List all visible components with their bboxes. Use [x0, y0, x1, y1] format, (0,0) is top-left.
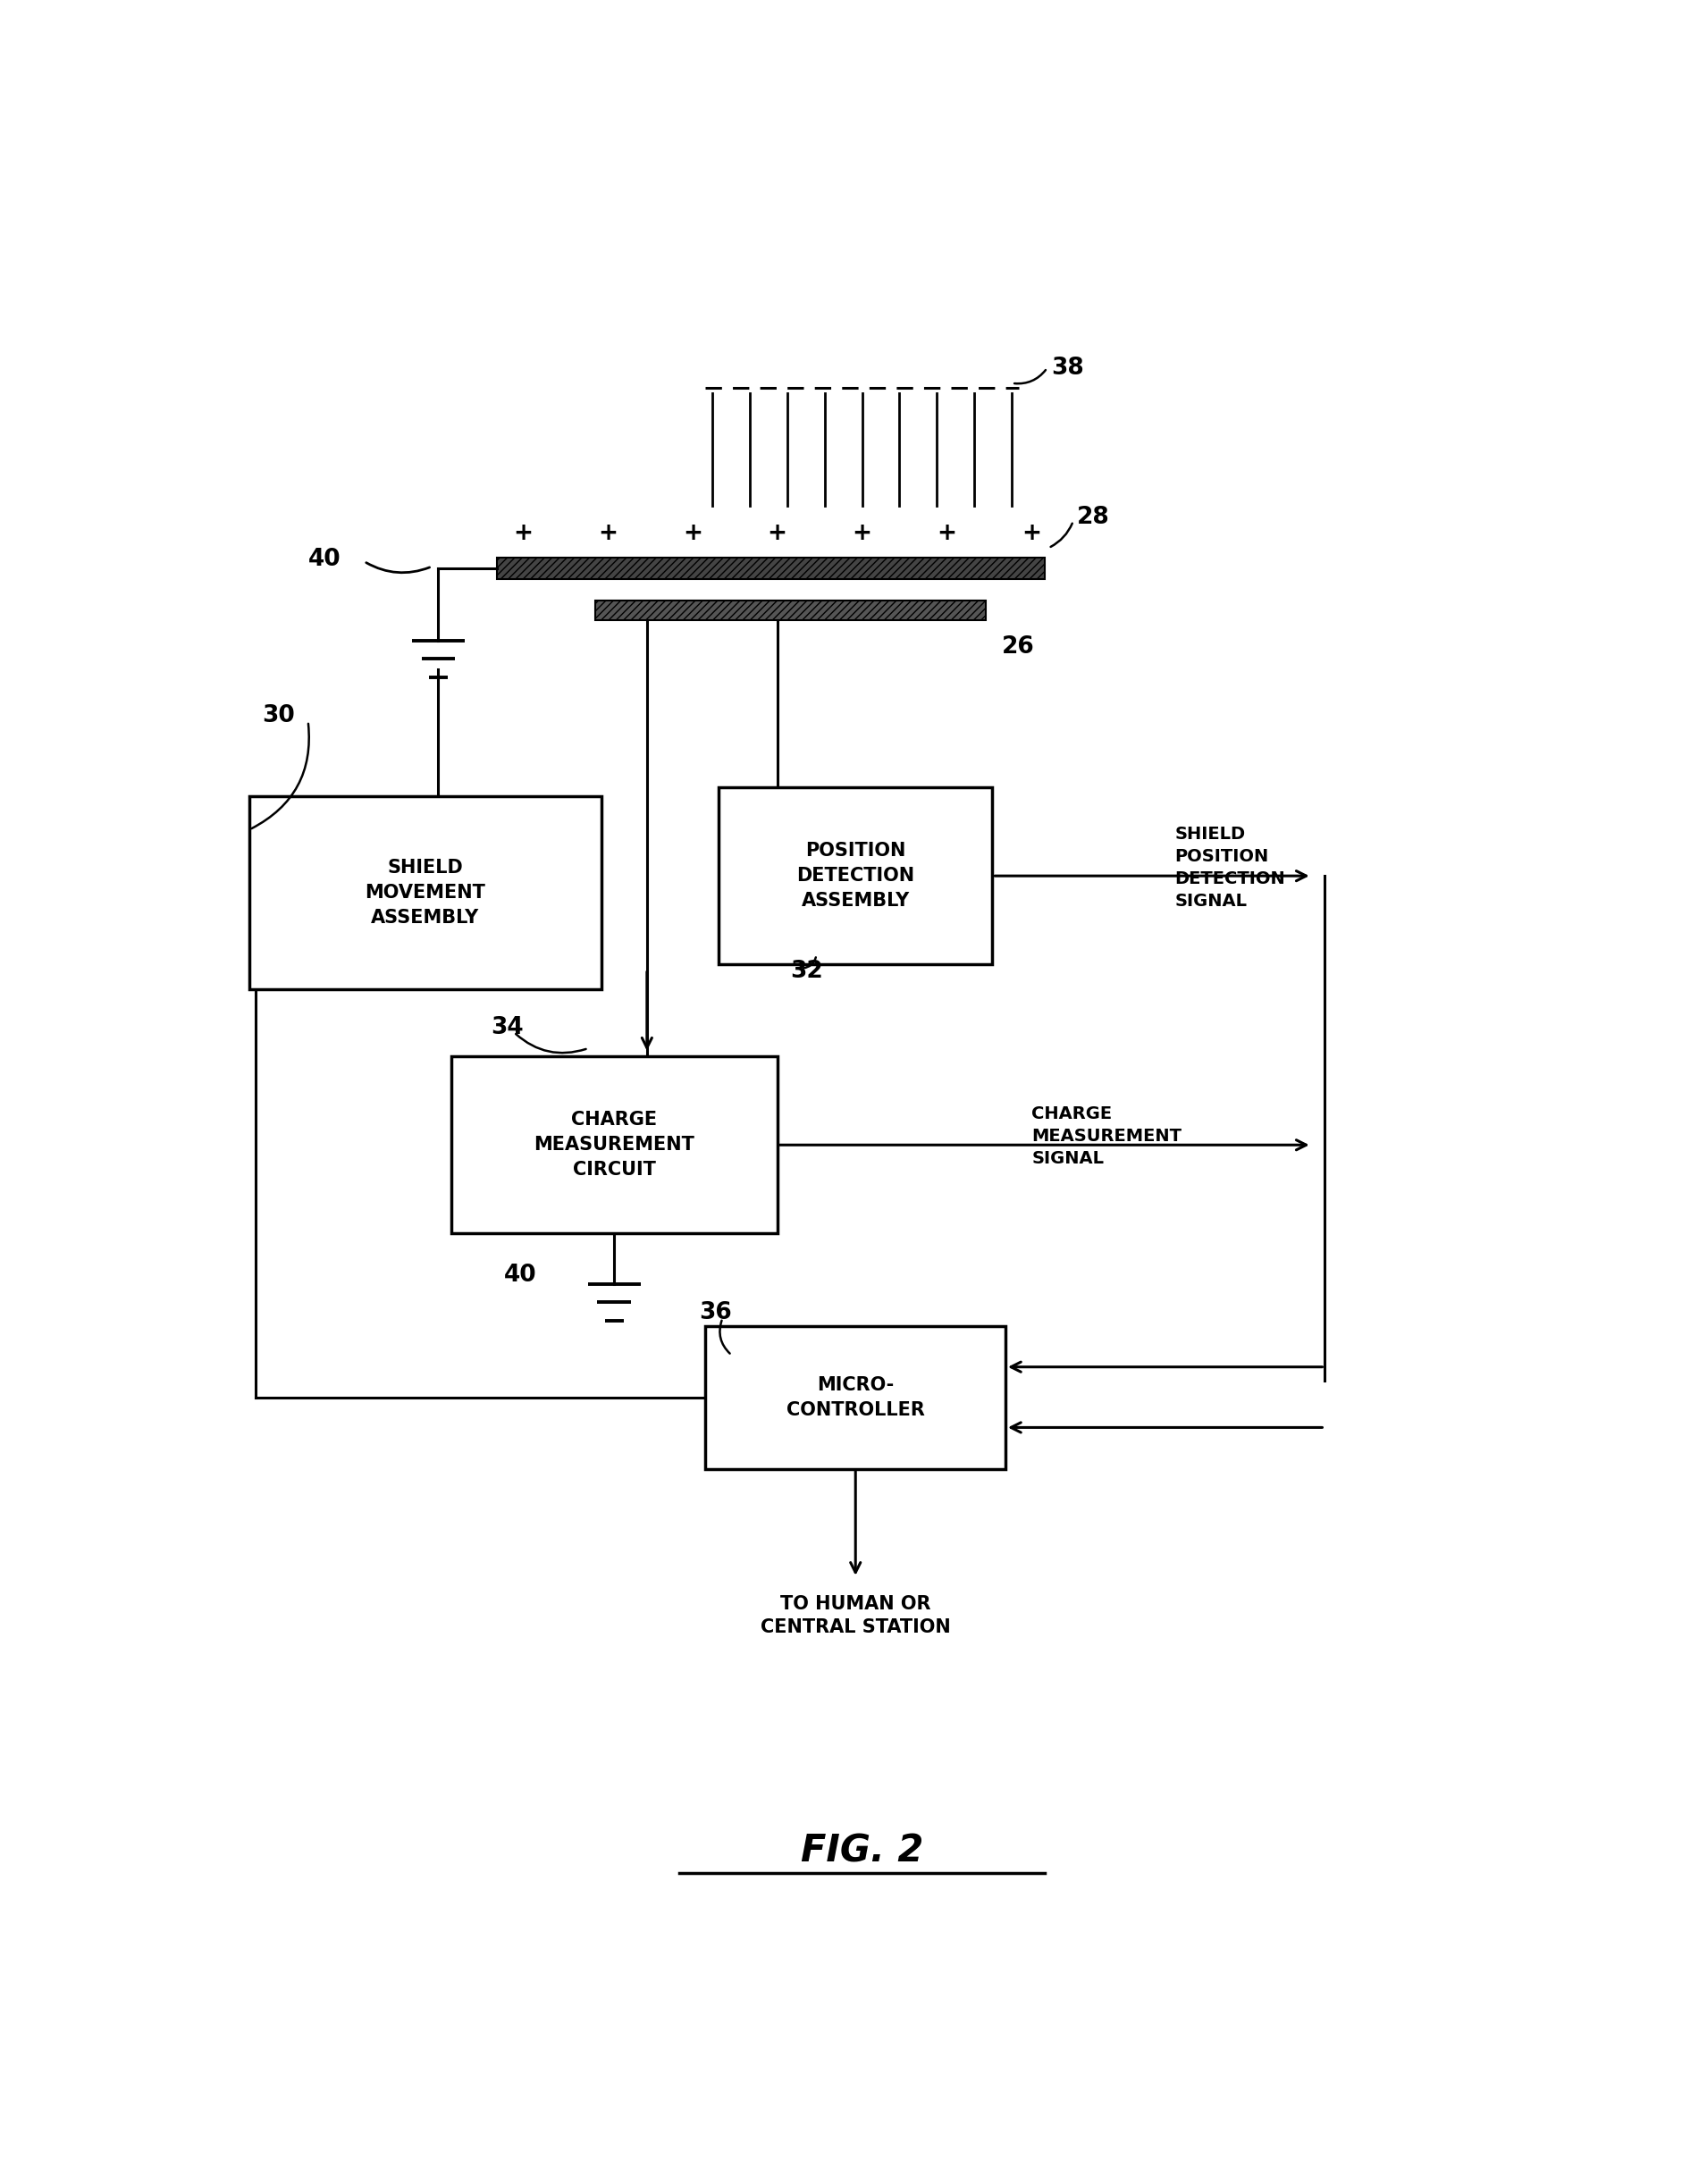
- Bar: [718, 788, 992, 963]
- Text: +: +: [599, 522, 617, 546]
- Bar: [706, 1326, 1006, 1468]
- Text: +: +: [853, 522, 871, 546]
- Text: +: +: [683, 522, 703, 546]
- Text: TO HUMAN OR
CENTRAL STATION: TO HUMAN OR CENTRAL STATION: [760, 1594, 950, 1636]
- Text: 28: 28: [1076, 507, 1110, 529]
- Bar: [451, 1057, 777, 1234]
- Text: 36: 36: [700, 1302, 732, 1326]
- Text: 38: 38: [1051, 356, 1083, 380]
- Text: 32: 32: [791, 961, 822, 983]
- Text: +: +: [513, 522, 533, 546]
- Text: 40: 40: [308, 548, 341, 572]
- Text: 40: 40: [503, 1265, 537, 1286]
- Text: FIG. 2: FIG. 2: [801, 1832, 923, 1870]
- Text: SHIELD
POSITION
DETECTION
SIGNAL: SHIELD POSITION DETECTION SIGNAL: [1174, 826, 1285, 909]
- Text: +: +: [937, 522, 957, 546]
- Text: POSITION
DETECTION
ASSEMBLY: POSITION DETECTION ASSEMBLY: [797, 843, 915, 911]
- Text: 26: 26: [1001, 636, 1034, 660]
- Text: SHIELD
MOVEMENT
ASSEMBLY: SHIELD MOVEMENT ASSEMBLY: [365, 858, 486, 926]
- Text: 34: 34: [491, 1016, 523, 1040]
- Text: MICRO-
CONTROLLER: MICRO- CONTROLLER: [785, 1376, 925, 1420]
- Text: +: +: [1021, 522, 1041, 546]
- Text: CHARGE
MEASUREMENT
CIRCUIT: CHARGE MEASUREMENT CIRCUIT: [533, 1112, 695, 1179]
- Text: 30: 30: [262, 705, 296, 727]
- Text: CHARGE
MEASUREMENT
SIGNAL: CHARGE MEASUREMENT SIGNAL: [1031, 1105, 1182, 1168]
- Bar: [498, 557, 1045, 579]
- Bar: [595, 601, 986, 620]
- Bar: [249, 795, 602, 989]
- Text: +: +: [767, 522, 787, 546]
